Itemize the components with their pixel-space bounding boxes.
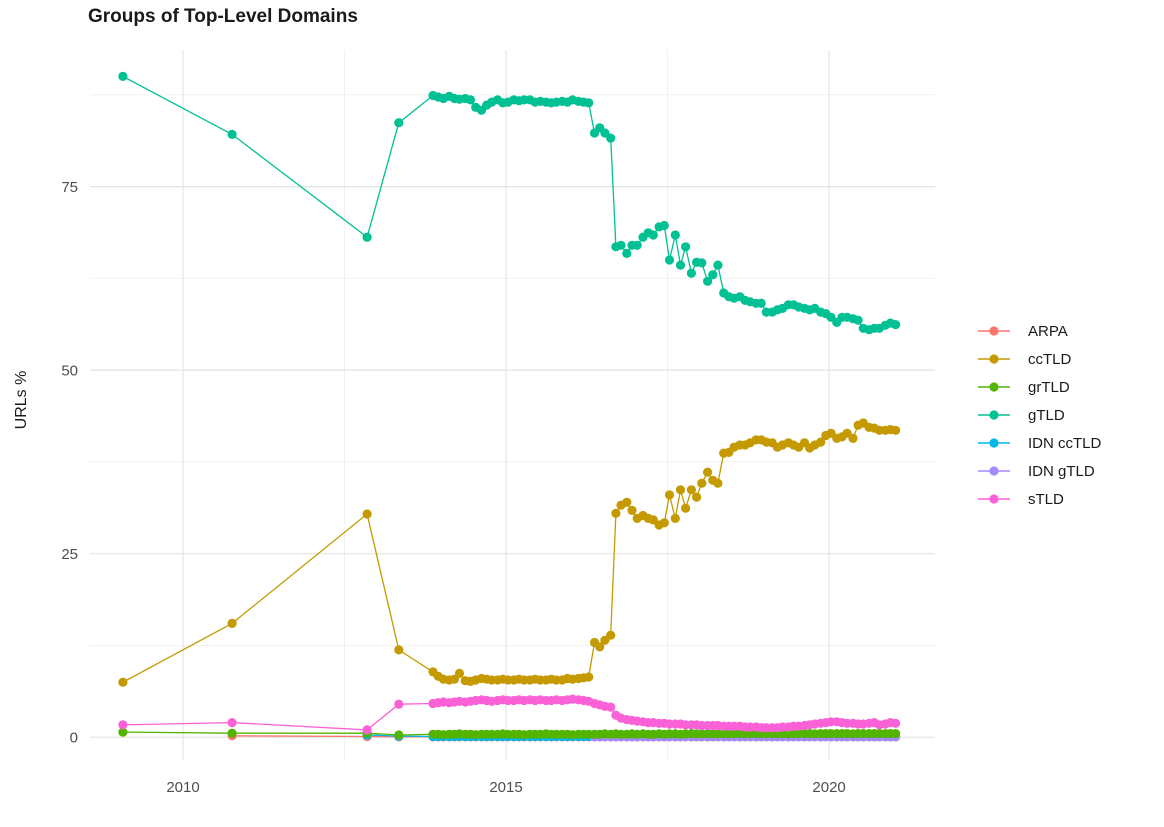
data-point-cctld — [659, 518, 669, 528]
series-cctld — [118, 418, 901, 687]
data-point-gtld — [394, 118, 404, 128]
data-point-cctld — [584, 672, 594, 682]
data-point-gtld — [708, 270, 718, 280]
data-point-stld — [118, 720, 128, 730]
legend-key-icon — [978, 494, 1010, 504]
data-point-gtld — [584, 98, 594, 108]
data-point-cctld — [713, 478, 723, 488]
data-point-grtld — [394, 730, 404, 740]
data-point-cctld — [362, 509, 372, 519]
y-tick-label: 25 — [61, 546, 78, 563]
data-point-cctld — [692, 492, 702, 502]
legend-label: IDN gTLD — [1028, 462, 1095, 480]
data-point-cctld — [454, 668, 465, 679]
data-point-gtld — [465, 95, 476, 105]
legend-item-gtld: gTLD — [976, 406, 1101, 424]
data-point-gtld — [227, 129, 237, 139]
data-point-gtld — [681, 242, 691, 252]
legend-item-grtld: grTLD — [976, 378, 1101, 396]
data-point-stld — [362, 725, 372, 735]
data-point-cctld — [891, 425, 901, 435]
data-point-stld — [891, 718, 901, 728]
data-point-grtld — [891, 729, 901, 739]
data-point-gtld — [622, 248, 632, 258]
chart-title: Groups of Top-Level Domains — [88, 6, 358, 27]
legend: ARPA ccTLD grTLD gTLD IDN ccTLD IDN gTLD sTLD — [976, 322, 1101, 508]
data-point-cctld — [703, 467, 713, 477]
legend-item-arpa: ARPA — [976, 322, 1101, 340]
legend-key-icon — [978, 438, 1010, 448]
data-point-gtld — [616, 240, 626, 250]
series-grtld — [118, 727, 901, 740]
data-point-gtld — [670, 230, 680, 240]
data-point-gtld — [606, 133, 616, 143]
data-point-cctld — [627, 505, 637, 515]
data-point-cctld — [675, 485, 686, 495]
data-point-cctld — [670, 513, 680, 524]
data-point-gtld — [632, 240, 642, 250]
data-point-cctld — [622, 497, 632, 507]
legend-item-stld: sTLD — [976, 490, 1101, 508]
data-point-gtld — [713, 260, 723, 270]
data-point-cctld — [664, 490, 675, 500]
data-point-grtld — [227, 728, 237, 738]
series-gtld — [118, 71, 901, 335]
legend-item-idn-cctld: IDN ccTLD — [976, 434, 1101, 452]
data-point-gtld — [118, 71, 128, 81]
y-tick-label: 50 — [61, 363, 78, 380]
data-point-gtld — [703, 276, 713, 286]
data-point-gtld — [756, 298, 766, 308]
legend-label: ccTLD — [1028, 350, 1072, 368]
data-point-gtld — [853, 315, 863, 325]
legend-item-cctld: ccTLD — [976, 350, 1101, 368]
data-point-gtld — [675, 260, 686, 270]
legend-label: gTLD — [1028, 406, 1065, 424]
y-tick-label: 0 — [70, 730, 78, 747]
data-point-cctld — [394, 645, 404, 655]
data-point-cctld — [686, 485, 697, 495]
data-point-cctld — [595, 642, 605, 652]
data-point-gtld — [648, 230, 658, 240]
data-point-cctld — [697, 478, 707, 488]
data-point-gtld — [686, 268, 697, 278]
data-point-cctld — [118, 677, 128, 687]
y-axis-title: URLs % — [13, 370, 30, 430]
data-point-grtld — [118, 727, 128, 737]
legend-label: sTLD — [1028, 490, 1064, 508]
series-stld — [118, 694, 901, 735]
legend-key-icon — [978, 382, 1010, 392]
legend-label: grTLD — [1028, 378, 1070, 396]
x-tick-label: 2010 — [166, 779, 199, 796]
data-point-cctld — [848, 433, 858, 443]
legend-label: IDN ccTLD — [1028, 434, 1102, 452]
data-point-cctld — [816, 437, 826, 447]
legend-key-icon — [978, 466, 1010, 476]
data-point-gtld — [664, 255, 675, 265]
data-point-cctld — [611, 508, 621, 518]
data-point-cctld — [681, 503, 691, 513]
data-point-gtld — [362, 232, 372, 242]
y-tick-label: 75 — [61, 179, 78, 196]
data-point-gtld — [697, 258, 707, 268]
data-point-gtld — [891, 320, 901, 330]
data-point-stld — [606, 702, 616, 712]
legend-label: ARPA — [1028, 322, 1068, 340]
data-point-stld — [394, 699, 404, 709]
data-point-stld — [227, 718, 237, 728]
legend-item-idn-gtld: IDN gTLD — [976, 462, 1101, 480]
legend-key-icon — [978, 354, 1010, 364]
data-point-gtld — [659, 220, 669, 231]
data-point-cctld — [227, 618, 237, 629]
legend-key-icon — [978, 326, 1010, 336]
x-tick-label: 2015 — [489, 779, 522, 796]
legend-key-icon — [978, 410, 1010, 420]
x-tick-label: 2020 — [812, 779, 845, 796]
data-point-cctld — [606, 630, 616, 640]
